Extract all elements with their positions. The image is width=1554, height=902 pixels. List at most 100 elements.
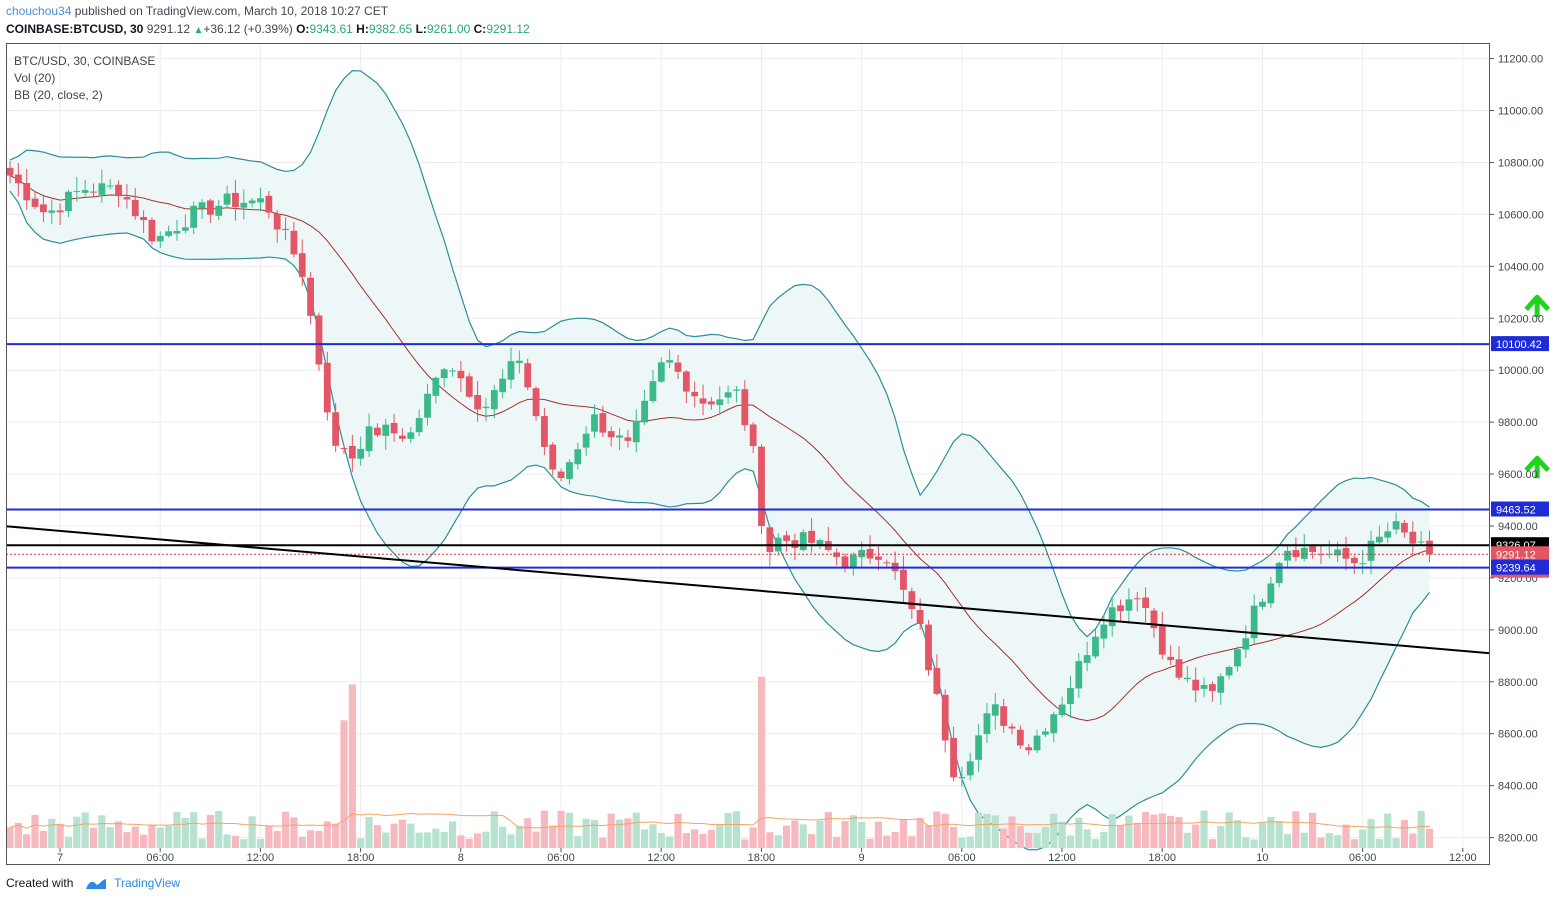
volume-bar: [432, 828, 440, 848]
volume-bar: [966, 836, 974, 848]
volume-bar: [131, 826, 139, 848]
volume-bar: [1425, 828, 1434, 848]
volume-bar: [390, 823, 398, 848]
candle-body: [240, 202, 248, 208]
volume-bar: [699, 833, 707, 848]
volume-bar: [975, 812, 983, 848]
volume-bar: [1000, 828, 1008, 848]
volume-bar: [1350, 839, 1358, 848]
volume-bar: [1400, 819, 1409, 848]
volume-bar: [782, 825, 791, 848]
y-tick-label: 8600.00: [1498, 729, 1538, 741]
candle-body: [975, 735, 982, 760]
candle-body: [724, 392, 732, 398]
tradingview-link[interactable]: TradingView: [114, 876, 181, 890]
volume-bar: [1325, 833, 1333, 848]
candle-body: [916, 610, 924, 625]
volume-bar: [373, 825, 381, 848]
candle-body: [207, 200, 214, 215]
legend-title[interactable]: BTC/USD, 30, COINBASE: [14, 54, 156, 68]
volume-bar: [1100, 831, 1108, 848]
candle-body: [40, 204, 47, 213]
ohlc-line: COINBASE:BTCUSD, 30 9291.12 ▲+36.12 (+0.…: [6, 22, 530, 36]
x-tick-label: 8: [458, 852, 464, 864]
volume-bar: [490, 811, 498, 848]
candle-body: [282, 228, 289, 230]
volume-bar: [81, 812, 89, 848]
volume-bar: [23, 834, 31, 848]
price-label: 9291.12: [1496, 549, 1536, 561]
candle-body: [1417, 541, 1425, 543]
x-tick-label: 9: [859, 852, 865, 864]
volume-bar: [1167, 815, 1175, 848]
volume-bar: [666, 836, 674, 848]
candle-body: [515, 360, 523, 364]
symbol-label[interactable]: COINBASE:BTCUSD, 30: [6, 22, 144, 36]
candle-body: [1209, 684, 1216, 691]
candle-body: [1359, 563, 1367, 565]
volume-bar: [407, 823, 415, 848]
candle-body: [1008, 726, 1016, 729]
volume-bar: [1025, 832, 1033, 848]
up-triangle-icon: ▲: [193, 25, 204, 36]
candle-body: [440, 369, 448, 379]
legend-bollinger[interactable]: BB (20, close, 2): [14, 88, 103, 102]
volume-bar: [557, 810, 565, 848]
time-axis: 7 06:00 12:00 18:00 8 06:00 12:00 18:00 9 06:00 12…: [57, 848, 1477, 864]
candle-body: [1325, 553, 1333, 555]
volume-bar: [808, 834, 816, 848]
candle-body: [607, 431, 615, 438]
candle-body: [1142, 597, 1149, 608]
volume-bar: [98, 815, 106, 848]
candle-body: [307, 277, 314, 316]
legend-volume[interactable]: Vol (20): [14, 71, 56, 85]
candle-body: [298, 253, 306, 277]
volume-bar: [816, 820, 824, 848]
volume-bar: [607, 813, 615, 848]
candle-body: [833, 552, 841, 557]
candle-body: [1392, 521, 1400, 530]
volume-bar: [757, 676, 766, 848]
volume-bar: [265, 825, 273, 848]
candle-body: [1384, 531, 1392, 538]
candle-body: [1284, 550, 1291, 561]
candle-body: [549, 444, 557, 470]
candle-body: [991, 704, 999, 716]
volume-bar: [315, 831, 323, 848]
tradingview-logo-icon[interactable]: [85, 878, 107, 890]
author-link[interactable]: chouchou34: [6, 4, 72, 18]
candle-body: [115, 184, 122, 197]
candle-body: [374, 427, 381, 436]
volume-bar: [841, 821, 849, 848]
volume-bar: [14, 822, 22, 848]
volume-bar: [181, 818, 189, 848]
candle-body: [1133, 598, 1141, 600]
candle-body: [741, 389, 749, 426]
volume-bar: [1033, 832, 1041, 848]
candle-body: [657, 362, 665, 382]
volume-bar: [323, 821, 331, 848]
volume-bar: [1200, 810, 1208, 848]
volume-bar: [674, 813, 682, 848]
candle-body: [248, 200, 256, 204]
candle-body: [1242, 638, 1250, 650]
x-tick-label: 10: [1256, 852, 1268, 864]
volume-bar: [190, 812, 198, 848]
bollinger-fill: [10, 70, 1430, 850]
volume-bar: [114, 821, 123, 848]
volume-bar: [165, 825, 173, 848]
volume-bar: [582, 818, 590, 848]
candle-body: [691, 391, 699, 397]
candle-body: [1234, 649, 1241, 667]
volume-bar: [766, 832, 774, 848]
volume-bar: [248, 816, 256, 848]
volume-bar: [298, 836, 306, 848]
candle-body: [315, 315, 323, 365]
volume-bar: [657, 833, 665, 848]
volume-bar: [933, 811, 941, 848]
candle-body: [482, 406, 490, 409]
chart-frame: [6, 43, 1490, 865]
candle-body: [31, 198, 39, 207]
candle-body: [557, 471, 565, 479]
